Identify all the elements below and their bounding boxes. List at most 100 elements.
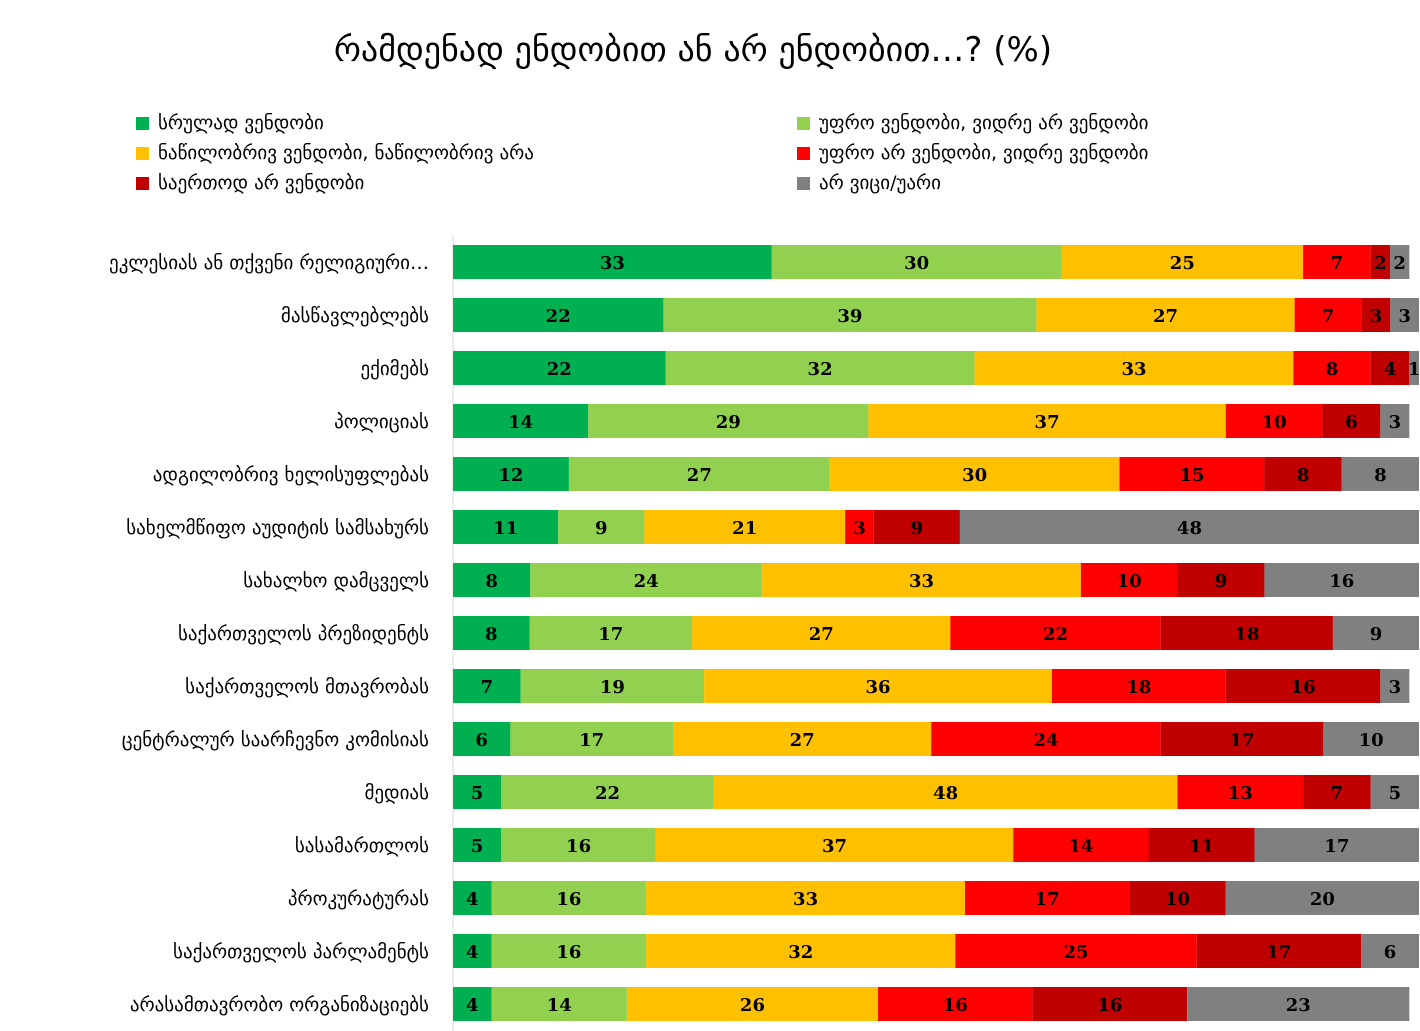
data-label: 23 (1286, 995, 1311, 1016)
data-label: 26 (740, 995, 765, 1016)
stacked-bar-chart: ეკლესიას ან თქვენი რელიგიური… 33 30 25 7 2 2მა… (0, 0, 1420, 1031)
data-label: 37 (822, 836, 847, 857)
data-label: 33 (1121, 359, 1146, 380)
data-label: 24 (1033, 730, 1058, 751)
data-label: 4 (466, 889, 479, 910)
category-label: ექიმებს (360, 358, 429, 380)
data-label: 3 (1370, 306, 1383, 327)
data-label: 14 (508, 412, 533, 433)
data-label: 3 (1389, 412, 1402, 433)
data-label: 6 (475, 730, 488, 751)
category-label: ადგილობრივ ხელისუფლებას (153, 464, 429, 486)
data-label: 3 (1398, 306, 1411, 327)
data-label: 27 (687, 465, 712, 486)
data-label: 27 (790, 730, 815, 751)
data-label: 16 (1329, 571, 1354, 592)
data-label: 33 (600, 253, 625, 274)
category-label: საქართველოს პრეზიდენტს (178, 623, 429, 645)
data-label: 1 (1408, 359, 1420, 380)
data-label: 6 (1345, 412, 1358, 433)
category-label: პროკურატურას (288, 888, 429, 910)
data-label: 4 (1384, 359, 1397, 380)
category-label: სახელმწიფო აუდიტის სამსახურს (126, 517, 429, 539)
category-label: სახალხო დამცველს (243, 570, 429, 592)
data-label: 10 (1117, 571, 1142, 592)
data-label: 9 (911, 518, 924, 539)
data-label: 17 (1230, 730, 1255, 751)
data-label: 17 (1035, 889, 1060, 910)
data-label: 25 (1064, 942, 1089, 963)
category-label: პოლიციას (334, 411, 429, 433)
data-label: 3 (1389, 677, 1402, 698)
data-label: 6 (1384, 942, 1397, 963)
data-label: 16 (556, 942, 581, 963)
data-label: 13 (1228, 783, 1253, 804)
data-label: 33 (793, 889, 818, 910)
data-label: 16 (1097, 995, 1122, 1016)
category-label: ეკლესიას ან თქვენი რელიგიური… (109, 252, 429, 274)
data-label: 8 (485, 571, 498, 592)
data-label: 17 (1266, 942, 1291, 963)
data-label: 10 (1262, 412, 1287, 433)
data-label: 11 (1189, 836, 1214, 857)
category-label: მედიას (364, 782, 429, 804)
data-label: 5 (1389, 783, 1402, 804)
data-label: 9 (1215, 571, 1228, 592)
data-label: 32 (788, 942, 813, 963)
data-label: 16 (566, 836, 591, 857)
data-label: 18 (1126, 677, 1151, 698)
data-label: 48 (933, 783, 958, 804)
data-label: 18 (1234, 624, 1259, 645)
data-label: 14 (547, 995, 572, 1016)
data-label: 17 (579, 730, 604, 751)
data-label: 32 (808, 359, 833, 380)
data-label: 39 (837, 306, 862, 327)
data-label: 9 (1370, 624, 1383, 645)
data-label: 12 (498, 465, 523, 486)
data-label: 7 (1322, 306, 1335, 327)
data-label: 10 (1359, 730, 1384, 751)
data-label: 8 (485, 624, 498, 645)
data-label: 17 (1324, 836, 1349, 857)
data-label: 21 (732, 518, 757, 539)
data-label: 2 (1393, 253, 1406, 274)
data-label: 30 (904, 253, 929, 274)
data-label: 4 (466, 995, 479, 1016)
data-label: 19 (600, 677, 625, 698)
data-label: 10 (1165, 889, 1190, 910)
data-label: 5 (471, 836, 484, 857)
data-label: 30 (962, 465, 987, 486)
data-label: 27 (809, 624, 834, 645)
category-label: სასამართლოს (295, 835, 429, 857)
category-label: საქართველოს პარლამენტს (173, 941, 429, 963)
data-label: 5 (471, 783, 484, 804)
category-label: არასამთავრობო ორგანიზაციებს (130, 994, 429, 1016)
data-label: 7 (1331, 253, 1344, 274)
data-label: 37 (1035, 412, 1060, 433)
data-label: 4 (466, 942, 479, 963)
data-label: 36 (866, 677, 891, 698)
data-label: 29 (716, 412, 741, 433)
data-label: 3 (853, 518, 866, 539)
data-label: 22 (1043, 624, 1068, 645)
data-label: 8 (1374, 465, 1387, 486)
data-label: 22 (595, 783, 620, 804)
data-label: 11 (493, 518, 518, 539)
data-label: 24 (634, 571, 659, 592)
category-label: ცენტრალურ საარჩევნო კომისიას (122, 729, 429, 751)
data-label: 7 (1331, 783, 1344, 804)
data-label: 20 (1310, 889, 1335, 910)
data-label: 16 (943, 995, 968, 1016)
data-label: 2 (1374, 253, 1387, 274)
data-label: 8 (1326, 359, 1339, 380)
data-label: 16 (1291, 677, 1316, 698)
data-label: 15 (1179, 465, 1204, 486)
category-label: საქართველოს მთავრობას (185, 676, 429, 698)
data-label: 22 (546, 306, 571, 327)
data-label: 48 (1177, 518, 1202, 539)
data-label: 14 (1068, 836, 1093, 857)
data-label: 7 (481, 677, 494, 698)
data-label: 27 (1153, 306, 1178, 327)
data-label: 25 (1170, 253, 1195, 274)
data-label: 33 (909, 571, 934, 592)
